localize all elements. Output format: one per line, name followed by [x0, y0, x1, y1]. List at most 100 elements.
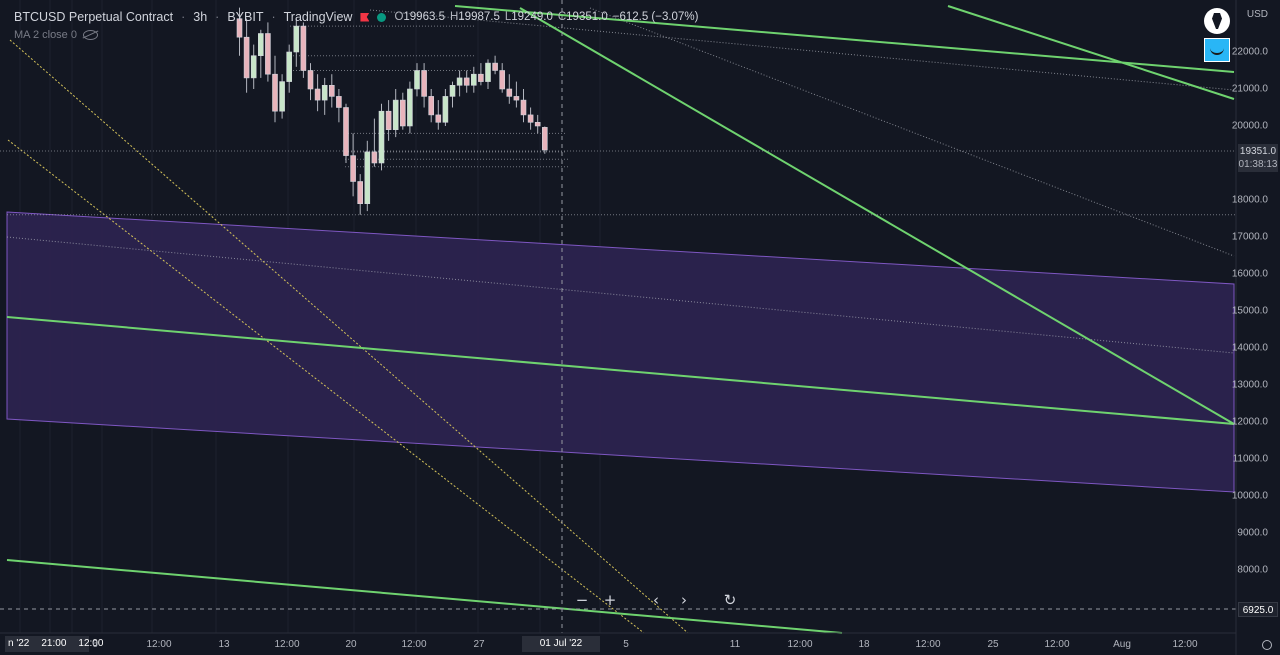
- candle[interactable]: [485, 62, 491, 82]
- zoom-out-button[interactable]: −: [575, 591, 589, 609]
- candle[interactable]: [357, 181, 364, 205]
- gear-icon[interactable]: [1262, 640, 1272, 650]
- price-axis-tick: 22000.0: [1231, 46, 1268, 58]
- smile-widget[interactable]: [1204, 38, 1230, 62]
- scroll-left-button[interactable]: ‹: [653, 591, 659, 609]
- flag-icon[interactable]: [360, 12, 370, 22]
- price-axis-tick: 18000.0: [1231, 194, 1268, 206]
- indicator-legend[interactable]: MA 2 close 0: [14, 29, 98, 41]
- symbol-legend[interactable]: BTCUSD Perpetual Contract · 3h · BYBIT ·…: [14, 10, 698, 24]
- candle[interactable]: [343, 107, 349, 156]
- price-axis-tick: 15000.0: [1231, 305, 1268, 317]
- candle[interactable]: [470, 73, 477, 86]
- candle[interactable]: [236, 18, 243, 38]
- candle[interactable]: [279, 81, 285, 112]
- candle[interactable]: [257, 33, 264, 57]
- time-axis-tick: 11: [729, 639, 741, 650]
- candle[interactable]: [300, 25, 307, 71]
- diagonal-dotted-trend-line[interactable]: [589, 7, 1235, 257]
- candle[interactable]: [399, 99, 406, 127]
- ohlc-close: 19351.0: [566, 11, 608, 23]
- price-axis-tick: 8000.0: [1237, 564, 1268, 576]
- candle[interactable]: [321, 85, 328, 101]
- candle[interactable]: [378, 110, 385, 164]
- ohlc-low: 19249.0: [511, 11, 553, 23]
- candle[interactable]: [478, 73, 484, 82]
- time-axis-tick: 5: [623, 639, 629, 650]
- candle[interactable]: [350, 155, 356, 182]
- time-axis-tick: 12:00: [274, 639, 300, 650]
- candle[interactable]: [463, 77, 470, 86]
- candle[interactable]: [250, 55, 257, 79]
- eye-hidden-icon[interactable]: [82, 30, 98, 40]
- price-axis-tick: 9000.0: [1237, 527, 1268, 539]
- candle[interactable]: [272, 73, 278, 112]
- legend-sep: ·: [181, 10, 186, 24]
- candle[interactable]: [492, 62, 498, 71]
- price-axis-tick: 11000.0: [1232, 453, 1268, 465]
- price-axis-tick: 17000.0: [1231, 231, 1268, 243]
- candle[interactable]: [506, 88, 513, 97]
- candle[interactable]: [307, 70, 314, 90]
- indicator-label: MA 2 close 0: [14, 29, 77, 41]
- trend-line-mid[interactable]: [6, 316, 1235, 425]
- candle[interactable]: [314, 88, 321, 101]
- candle[interactable]: [392, 99, 399, 130]
- candle[interactable]: [371, 151, 378, 164]
- candle[interactable]: [449, 85, 456, 97]
- candle[interactable]: [328, 85, 335, 97]
- trend-line-bottom[interactable]: [6, 559, 843, 634]
- ohlc-change: −612.5 (−3.07%): [612, 11, 699, 23]
- legend-sep: ·: [215, 10, 220, 24]
- time-axis-tick: 12:00: [146, 639, 172, 650]
- price-axis-tick: 14000.0: [1231, 342, 1268, 354]
- current-price-label: 19351.0 01:38:13: [1238, 144, 1278, 172]
- time-axis-tick: Aug: [1113, 639, 1131, 650]
- ohlc-open: 19963.5: [403, 11, 445, 23]
- parallel-channel[interactable]: [6, 211, 1235, 493]
- candle[interactable]: [513, 96, 520, 101]
- candle[interactable]: [435, 114, 442, 123]
- time-range-start-label: n '22 21:00 12:00: [5, 636, 103, 652]
- price-axis-tick: 21000.0: [1231, 83, 1268, 95]
- candle[interactable]: [534, 122, 541, 127]
- crosshair-price-label: 6925.0: [1238, 602, 1278, 617]
- time-axis-tick: 20: [345, 639, 357, 650]
- candle[interactable]: [336, 96, 342, 108]
- time-axis-tick: 13: [218, 639, 230, 650]
- candle[interactable]: [527, 114, 534, 123]
- price-axis-tick: 12000.0: [1231, 416, 1268, 428]
- candle[interactable]: [442, 96, 449, 123]
- reset-chart-button[interactable]: ↻: [723, 591, 737, 609]
- candle[interactable]: [428, 96, 435, 116]
- trend-line-top-1[interactable]: [454, 5, 1235, 73]
- candle[interactable]: [421, 70, 427, 97]
- legend-sep: ·: [271, 10, 276, 24]
- trend-line-top-2[interactable]: [947, 5, 1235, 100]
- chart-nav-controls: − + ‹ › ↻: [573, 591, 739, 609]
- ohlc-values: O19963.5 H19987.5 L19249.0 C19351.0 −612…: [394, 11, 699, 23]
- candle[interactable]: [243, 36, 250, 79]
- time-axis-tick: 12:00: [1172, 639, 1198, 650]
- zoom-in-button[interactable]: +: [603, 591, 617, 609]
- candle[interactable]: [364, 151, 371, 204]
- candle[interactable]: [499, 70, 506, 90]
- candle[interactable]: [286, 51, 293, 82]
- scroll-right-button[interactable]: ›: [681, 591, 687, 609]
- ohlc-high: 19987.5: [458, 11, 500, 23]
- candle[interactable]: [293, 25, 300, 53]
- pen-logo-widget[interactable]: [1204, 8, 1230, 34]
- candle[interactable]: [265, 33, 271, 75]
- candle[interactable]: [541, 127, 548, 151]
- pen-nib-icon: [1212, 13, 1222, 29]
- candle[interactable]: [407, 88, 413, 127]
- currency-label[interactable]: USD: [1246, 9, 1268, 20]
- candle[interactable]: [520, 99, 527, 116]
- candle[interactable]: [385, 110, 392, 130]
- top-dotted-trend-line[interactable]: [369, 9, 1235, 91]
- candle[interactable]: [414, 70, 420, 90]
- candle[interactable]: [456, 77, 463, 86]
- trend-line-steep[interactable]: [519, 7, 1235, 425]
- market-status-icon: [377, 12, 387, 22]
